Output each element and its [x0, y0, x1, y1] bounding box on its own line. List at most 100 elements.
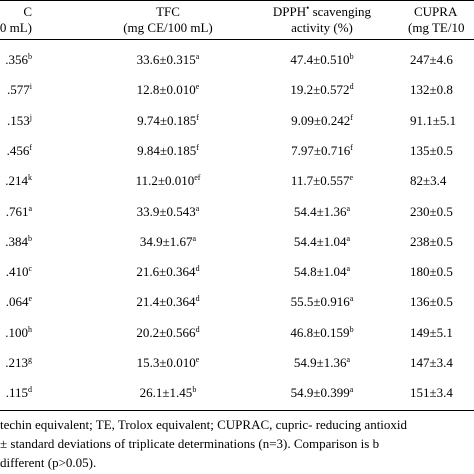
cell-dpph: 54.4±1.36a [252, 204, 392, 220]
cell-col1-value: .410 [5, 264, 29, 279]
cell-col1: .761a [6, 204, 32, 220]
cell-dpph-significance-letter: a [349, 294, 354, 303]
cell-cuprac: 136±0.5 [410, 294, 453, 310]
cell-dpph-significance-letter: a [346, 234, 351, 243]
cell-tfc: 15.3±0.010e [104, 355, 232, 371]
cell-col1-value: .456 [6, 143, 30, 158]
cell-dpph-value: 19.2±0.572 [290, 82, 350, 97]
cell-tfc-value: 9.84±0.185 [137, 143, 197, 158]
cell-dpph-significance-letter: a [349, 385, 354, 394]
cell-dpph: 54.8±1.04a [252, 264, 392, 280]
cell-tfc-value: 33.9±0.543 [136, 204, 196, 219]
cell-tfc-value: 20.2±0.566 [136, 325, 196, 340]
cell-tfc-significance-letter: a [195, 204, 200, 213]
cell-col1-significance-letter: d [28, 385, 32, 394]
cell-col1-value: .356 [5, 52, 28, 67]
cell-dpph: 11.7±0.557e [252, 173, 392, 189]
cell-cuprac: 151±3.4 [410, 385, 453, 401]
cell-col1-significance-letter: c [28, 264, 32, 273]
cell-dpph-value: 47.4±0.510 [290, 52, 350, 67]
cell-cuprac: 180±0.5 [410, 264, 453, 280]
cell-dpph-value: 54.8±1.04 [293, 264, 347, 279]
cell-cuprac: 132±0.8 [410, 82, 453, 98]
cell-col1: .100h [5, 325, 32, 341]
cell-col1-significance-letter: b [28, 234, 32, 243]
cell-dpph-significance-letter: b [349, 325, 354, 334]
cell-dpph-significance-letter: a [346, 355, 351, 364]
header-col4-line1: CUPRA [414, 4, 458, 19]
cell-tfc-value: 33.6±0.315 [136, 52, 196, 67]
cell-dpph: 19.2±0.572d [252, 82, 392, 98]
cell-dpph: 9.09±0.242f [252, 113, 392, 129]
cell-dpph: 47.4±0.510b [252, 52, 392, 68]
cell-col1-value: .384 [5, 234, 28, 249]
cell-cuprac-value: 135±0.5 [410, 143, 453, 158]
cell-cuprac-value: 136±0.5 [410, 294, 453, 309]
cell-col1-value: .214 [5, 173, 28, 188]
header-col2-line2: (mg CE/100 mL) [123, 20, 213, 35]
cell-tfc: 33.9±0.543a [104, 204, 232, 220]
cell-tfc: 34.9±1.67a [104, 234, 232, 250]
cell-cuprac-value: 247±4.6 [410, 52, 453, 67]
cell-tfc-value: 34.9±1.67 [139, 234, 193, 249]
header-col3-line2: activity (%) [291, 20, 353, 35]
header-col3-dpph: DPPH [272, 4, 307, 19]
cell-dpph-significance-letter: f [350, 113, 353, 122]
cell-tfc-value: 11.2±0.010 [135, 173, 195, 188]
cell-tfc: 21.6±0.364d [104, 264, 232, 280]
cell-col1-significance-letter: e [28, 294, 32, 303]
table-bottom-rule [0, 410, 474, 411]
cell-tfc-value: 15.3±0.010 [136, 355, 196, 370]
header-col3-line1: DPPH• scavenging [252, 4, 392, 20]
cell-col1-significance-letter: f [29, 143, 32, 152]
cell-tfc-significance-letter: ef [194, 173, 201, 182]
header-col1-line1: C [23, 4, 32, 19]
cell-dpph: 55.5±0.916a [252, 294, 392, 310]
header-col2-line1: TFC [156, 4, 180, 19]
cell-cuprac-value: 151±3.4 [410, 385, 453, 400]
cell-tfc-significance-letter: b [192, 385, 197, 394]
cell-tfc-significance-letter: a [192, 234, 197, 243]
cell-cuprac: 147±3.4 [410, 355, 453, 371]
cell-cuprac-value: 147±3.4 [410, 355, 453, 370]
cell-tfc-significance-letter: d [195, 264, 200, 273]
footnote-line-1: techin equivalent; TE, Trolox equivalent… [0, 417, 408, 432]
cell-dpph-significance-letter: b [349, 52, 354, 61]
cell-tfc: 26.1±1.45b [104, 385, 232, 401]
cell-cuprac: 238±0.5 [410, 234, 453, 250]
cell-col1: .115d [6, 385, 32, 401]
cell-cuprac-value: 230±0.5 [410, 204, 453, 219]
cell-col1-significance-letter: i [29, 82, 32, 91]
footnote-line-3: different (p>0.05). [0, 455, 97, 470]
cell-dpph-significance-letter: d [349, 82, 354, 91]
cell-tfc-value: 12.8±0.010 [136, 82, 196, 97]
cell-cuprac-value: 91.1±5.1 [410, 113, 457, 128]
cell-dpph-value: 7.97±0.716 [291, 143, 351, 158]
cell-col1: .064e [6, 294, 32, 310]
table-top-rule [0, 0, 474, 1]
header-col3-radical-dot: • [306, 3, 310, 13]
cell-col1-value: .100 [5, 325, 28, 340]
cell-col1: .384b [5, 234, 32, 250]
header-col3-scavenging: scavenging [309, 4, 372, 19]
cell-cuprac: 91.1±5.1 [410, 113, 456, 129]
cell-dpph-significance-letter: f [350, 143, 353, 152]
cell-col1-significance-letter: h [28, 325, 32, 334]
cell-dpph-value: 9.09±0.242 [291, 113, 351, 128]
cell-tfc: 9.84±0.185f [104, 143, 232, 159]
cell-col1-significance-letter: j [29, 113, 32, 122]
cell-cuprac: 247±4.6 [410, 52, 453, 68]
cell-tfc-significance-letter: f [196, 113, 199, 122]
cell-col1-value: .115 [5, 385, 28, 400]
cell-col1: .577i [7, 82, 32, 98]
footnote-line-2: ± standard deviations of triplicate dete… [0, 436, 380, 451]
cell-col1-significance-letter: a [28, 204, 32, 213]
cell-tfc: 21.4±0.364d [104, 294, 232, 310]
cell-dpph-value: 54.9±0.399 [290, 385, 350, 400]
cell-cuprac: 82±3.4 [410, 173, 446, 189]
cell-cuprac-value: 82±3.4 [410, 173, 447, 188]
cell-col1: .410c [6, 264, 32, 280]
cell-dpph: 54.9±0.399a [252, 385, 392, 401]
cell-cuprac-value: 180±0.5 [410, 264, 453, 279]
cell-col1: .214k [5, 173, 32, 189]
